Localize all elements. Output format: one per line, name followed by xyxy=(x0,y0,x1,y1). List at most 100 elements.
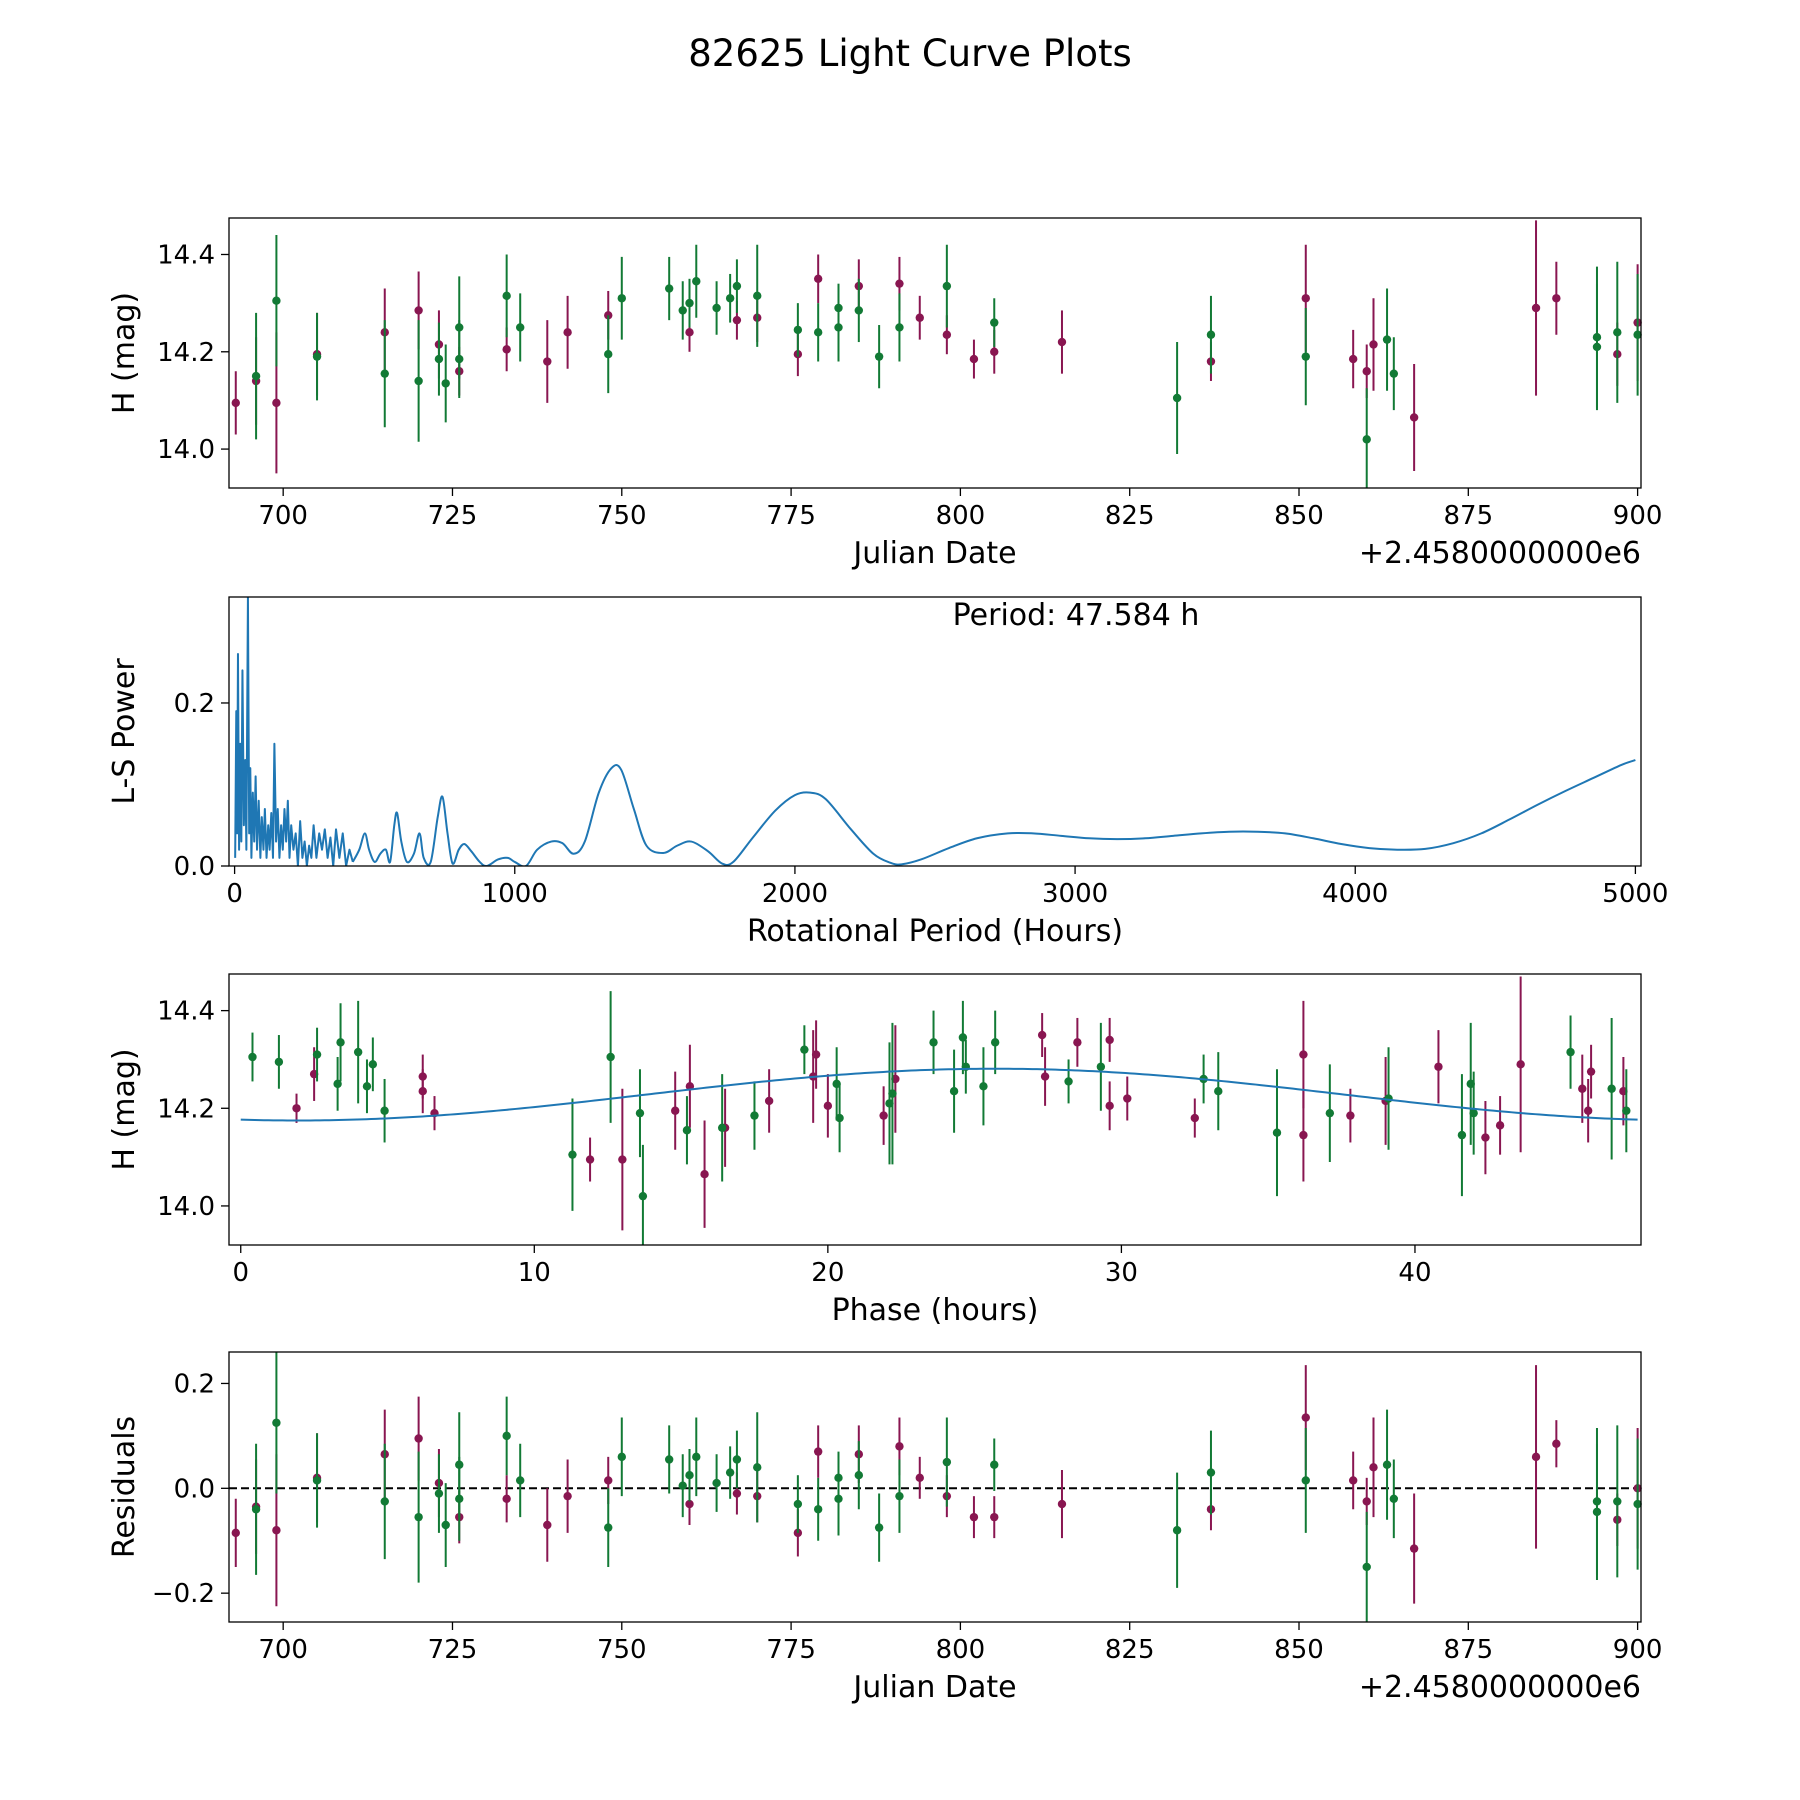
x-tick-label: 775 xyxy=(766,501,816,531)
data-point xyxy=(823,1101,833,1111)
data-point xyxy=(516,323,525,332)
data-point xyxy=(604,1523,613,1532)
data-point xyxy=(1206,1468,1216,1477)
data-point xyxy=(1409,413,1419,422)
y-axis-label: Residuals xyxy=(107,1416,142,1558)
data-point xyxy=(1040,1072,1050,1081)
data-point xyxy=(617,294,626,303)
y-axis-label: H (mag) xyxy=(107,1048,142,1170)
periodogram-spiky-line xyxy=(234,597,354,866)
data-point xyxy=(516,1476,525,1485)
figure-title: 82625 Light Curve Plots xyxy=(688,32,1132,75)
data-point xyxy=(418,1086,427,1096)
data-point xyxy=(990,1038,1000,1047)
data-point xyxy=(732,281,742,291)
data-point xyxy=(312,1050,322,1059)
data-point xyxy=(1123,1094,1132,1103)
x-tick-label: 40 xyxy=(1398,1258,1431,1288)
lightcurve-panel: 700 725 750 775 800 825 850 875 900 14.0 14.2 14.4 J… xyxy=(107,217,1662,571)
x-axis-label: Julian Date xyxy=(851,536,1016,571)
data-point xyxy=(563,328,572,337)
data-point xyxy=(1607,1084,1616,1093)
y-tick-label: 0.2 xyxy=(174,1369,215,1399)
data-point xyxy=(879,1111,888,1120)
data-point xyxy=(1348,354,1358,364)
x-offset-label: +2.4580000000e6 xyxy=(1359,1670,1641,1705)
data-point xyxy=(990,1512,999,1522)
data-point xyxy=(717,1123,727,1133)
x-tick-label: 800 xyxy=(936,1635,986,1665)
data-point xyxy=(895,279,904,288)
data-point xyxy=(1613,328,1622,337)
data-point xyxy=(915,1473,924,1483)
x-tick-label: 775 xyxy=(766,1635,816,1665)
periodogram-frame xyxy=(228,596,1642,867)
data-point xyxy=(336,1038,345,1047)
y-tick-label: −0.2 xyxy=(152,1579,215,1609)
residuals-panel: 700 725 750 775 800 825 850 875 900 −0.2 0.0 0.2 Jul… xyxy=(107,1351,1662,1705)
data-point xyxy=(455,323,464,332)
y-tick-label: 14.0 xyxy=(157,1192,215,1222)
x-axis-label: Phase (hours) xyxy=(832,1293,1039,1328)
data-point xyxy=(1434,1062,1443,1071)
data-point xyxy=(441,1520,450,1530)
data-point xyxy=(800,1045,809,1054)
data-point xyxy=(1382,1460,1392,1469)
data-point xyxy=(895,1491,904,1501)
data-point xyxy=(732,1455,742,1464)
data-point xyxy=(712,303,721,313)
data-point xyxy=(969,1512,979,1522)
data-point xyxy=(811,1050,821,1059)
data-point xyxy=(380,369,389,378)
data-point xyxy=(502,291,511,301)
y-tick-label: 14.4 xyxy=(157,240,215,270)
x-tick-label: 4000 xyxy=(1322,879,1388,909)
y-tick-label: 0.2 xyxy=(174,689,215,719)
data-point xyxy=(502,1431,511,1441)
data-point xyxy=(1592,1497,1602,1506)
data-point xyxy=(272,398,281,408)
data-point xyxy=(874,1523,884,1532)
x-tick-label: 10 xyxy=(518,1258,551,1288)
x-tick-label: 0 xyxy=(232,1258,249,1288)
x-tick-label: 1000 xyxy=(482,879,548,909)
data-point xyxy=(813,328,823,337)
x-tick-label: 825 xyxy=(1105,501,1155,531)
data-point xyxy=(1362,1497,1371,1506)
data-point xyxy=(1622,1106,1631,1115)
data-point xyxy=(942,281,952,291)
data-point xyxy=(434,1489,444,1498)
data-point xyxy=(725,1468,735,1477)
data-point xyxy=(732,1489,742,1498)
data-point xyxy=(1037,1030,1047,1040)
data-point xyxy=(732,315,742,325)
data-point xyxy=(1206,330,1216,339)
data-point xyxy=(292,1104,301,1113)
data-point xyxy=(563,1491,572,1501)
x-axis-label: Rotational Period (Hours) xyxy=(747,914,1123,949)
data-point xyxy=(942,330,952,339)
x-tick-label: 700 xyxy=(258,1635,308,1665)
lightcurve-frame xyxy=(228,217,1642,489)
data-point xyxy=(979,1082,988,1091)
series-green xyxy=(251,235,1642,488)
data-point xyxy=(368,1060,378,1069)
data-point xyxy=(678,306,687,315)
data-point xyxy=(231,1528,240,1538)
data-point xyxy=(753,291,762,301)
data-point xyxy=(617,1452,626,1462)
data-point xyxy=(414,1512,423,1522)
data-point xyxy=(958,1033,968,1042)
data-point xyxy=(251,371,261,381)
phased-curve-panel: 0 10 20 30 40 14.0 14.2 14.4 Phase (hours) H (mag… xyxy=(107,973,1642,1328)
data-point xyxy=(1096,1062,1106,1071)
data-point xyxy=(1190,1113,1199,1123)
data-point xyxy=(692,1452,701,1462)
y-tick-label: 14.2 xyxy=(157,338,215,368)
data-point xyxy=(1299,1130,1308,1140)
data-point xyxy=(1531,1452,1541,1462)
x-tick-label: 5000 xyxy=(1602,879,1668,909)
data-point xyxy=(990,318,999,327)
x-tick-label: 3000 xyxy=(1042,879,1108,909)
